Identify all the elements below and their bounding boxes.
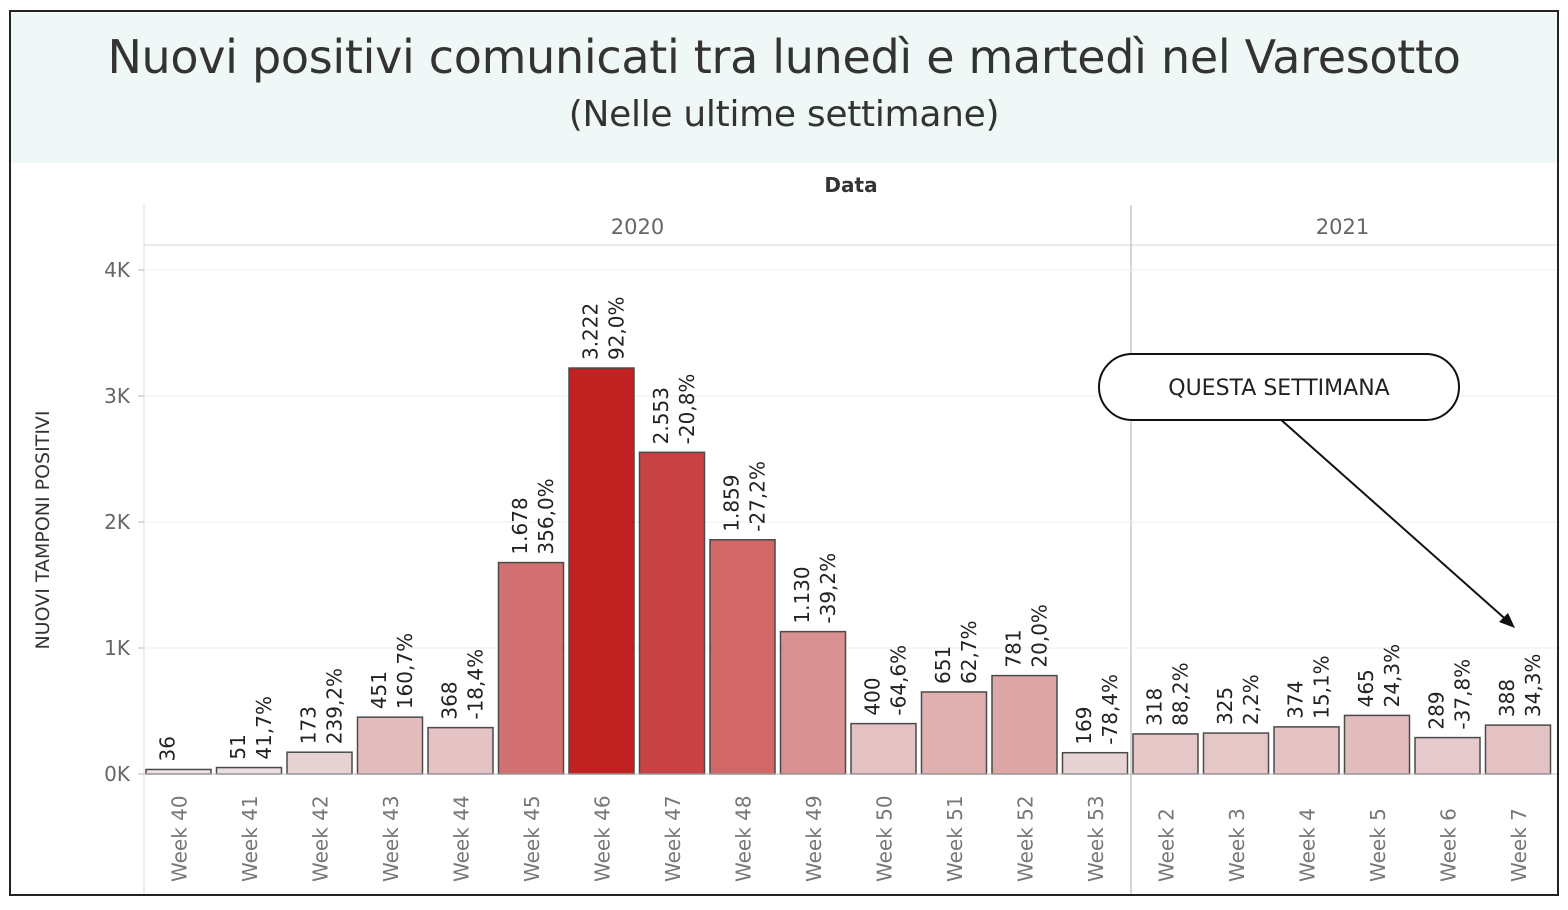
value-label: 2.553 bbox=[649, 387, 673, 444]
x-tick-label: Week 3 bbox=[1225, 808, 1249, 882]
change-label: 15,1% bbox=[1310, 655, 1334, 719]
y-tick-label: 3K bbox=[104, 384, 131, 408]
value-label: 51 bbox=[226, 734, 250, 759]
x-tick-label: Week 46 bbox=[591, 795, 615, 882]
value-label: 651 bbox=[931, 646, 955, 684]
value-label: 374 bbox=[1284, 681, 1308, 719]
x-tick-label: Week 47 bbox=[661, 795, 685, 882]
bar-week-46 bbox=[568, 367, 635, 775]
change-label: -18,4% bbox=[464, 649, 488, 720]
chart-title: Nuovi positivi comunicati tra lunedì e m… bbox=[107, 30, 1461, 84]
bar-chart: Data 2020 2021 0K 1K 2K 3K 4K NUOVI TAMPONI POSI… bbox=[32, 173, 1557, 894]
x-tick-label: Week 40 bbox=[168, 795, 192, 882]
change-label: 34,3% bbox=[1521, 654, 1545, 718]
y-tick-label: 1K bbox=[104, 636, 131, 660]
value-label: 451 bbox=[367, 671, 391, 709]
value-label: 318 bbox=[1143, 688, 1167, 726]
bar-week-45 bbox=[497, 561, 565, 775]
x-tick-label: Week 53 bbox=[1084, 795, 1108, 882]
bar-week-40 bbox=[145, 768, 212, 775]
bar-week-44 bbox=[427, 726, 494, 775]
change-label: -37,8% bbox=[1451, 659, 1475, 730]
year-header-2021: 2021 bbox=[1316, 215, 1369, 239]
y-tick-label: 2K bbox=[104, 510, 131, 534]
bar-week-3 bbox=[1202, 732, 1270, 775]
value-label: 1.859 bbox=[720, 475, 744, 532]
change-label: 62,7% bbox=[957, 620, 981, 684]
y-tick-label: 0K bbox=[104, 762, 131, 786]
chart-frame: Nuovi positivi comunicati tra lunedì e m… bbox=[9, 10, 1559, 896]
x-tick-label: Week 7 bbox=[1507, 808, 1531, 882]
change-label: 160,7% bbox=[393, 633, 417, 709]
value-label: 1.130 bbox=[790, 566, 814, 623]
value-label: 400 bbox=[861, 677, 885, 715]
bar-week-6 bbox=[1414, 736, 1481, 775]
value-label: 465 bbox=[1354, 669, 1378, 707]
bar-week-50 bbox=[850, 722, 917, 775]
value-label: 173 bbox=[297, 706, 321, 744]
x-tick-label: Week 48 bbox=[732, 795, 756, 882]
bar-week-47 bbox=[638, 451, 706, 775]
value-label: 325 bbox=[1213, 687, 1237, 725]
value-label: 1.678 bbox=[508, 497, 532, 554]
x-tick-label: Week 44 bbox=[450, 795, 474, 882]
bar-week-51 bbox=[920, 691, 988, 775]
bar-week-49 bbox=[779, 630, 847, 775]
x-tick-label: Week 2 bbox=[1155, 808, 1179, 882]
change-label: 2,2% bbox=[1239, 674, 1263, 725]
annotation-arrow-line bbox=[1278, 417, 1512, 625]
x-tick-label: Week 51 bbox=[943, 795, 967, 882]
x-tick-label: Week 42 bbox=[309, 795, 333, 882]
x-tick-label: Week 49 bbox=[802, 795, 826, 882]
bar-week-53 bbox=[1061, 751, 1129, 775]
change-label: 41,7% bbox=[252, 696, 276, 760]
bar-week-43 bbox=[356, 716, 424, 775]
bar-week-41 bbox=[215, 766, 283, 775]
y-axis-title: NUOVI TAMPONI POSITIVI bbox=[32, 410, 54, 649]
change-label: 24,3% bbox=[1380, 644, 1404, 708]
bar-week-5 bbox=[1343, 714, 1411, 775]
value-label: 3.222 bbox=[579, 303, 603, 360]
value-label: 169 bbox=[1072, 707, 1096, 745]
x-tick-label: Week 45 bbox=[520, 795, 544, 882]
chart-subtitle: (Nelle ultime settimane) bbox=[568, 94, 1000, 135]
change-label: -64,6% bbox=[887, 645, 911, 716]
annotation-arrowhead bbox=[1499, 613, 1515, 628]
x-tick-label: Week 50 bbox=[873, 795, 897, 882]
change-label: -78,4% bbox=[1098, 674, 1122, 745]
change-label: 20,0% bbox=[1028, 604, 1052, 668]
bar-week-48 bbox=[709, 539, 776, 775]
bar-week-7 bbox=[1484, 724, 1552, 775]
change-label: 239,2% bbox=[323, 668, 347, 744]
bar-week-52 bbox=[991, 674, 1058, 775]
chart-header: Nuovi positivi comunicati tra lunedì e m… bbox=[11, 12, 1557, 163]
x-tick-label: Week 41 bbox=[238, 795, 262, 882]
y-tick-label: 4K bbox=[104, 258, 131, 282]
change-label: -20,8% bbox=[675, 374, 699, 445]
column-header: Data bbox=[824, 173, 877, 197]
x-tick-label: Week 5 bbox=[1366, 808, 1390, 882]
value-label: 289 bbox=[1425, 691, 1449, 729]
x-tick-label: Week 43 bbox=[379, 795, 403, 882]
change-label: -27,2% bbox=[746, 461, 770, 532]
x-tick-label: Week 52 bbox=[1014, 795, 1038, 882]
change-label: 356,0% bbox=[534, 478, 558, 554]
value-label: 781 bbox=[1002, 629, 1026, 667]
year-header-2020: 2020 bbox=[611, 215, 664, 239]
change-label: 88,2% bbox=[1169, 662, 1193, 726]
change-label: -39,2% bbox=[816, 553, 840, 624]
x-tick-label: Week 4 bbox=[1296, 808, 1320, 882]
value-label: 388 bbox=[1495, 679, 1519, 717]
annotation-box bbox=[1098, 353, 1460, 421]
value-label: 36 bbox=[156, 736, 180, 761]
annotation-text: QUESTA SETTIMANA bbox=[1168, 376, 1389, 401]
bar-week-42 bbox=[286, 751, 353, 775]
bar-week-4 bbox=[1273, 726, 1340, 775]
value-label: 368 bbox=[438, 681, 462, 719]
x-tick-label: Week 6 bbox=[1437, 808, 1461, 882]
change-label: 92,0% bbox=[605, 296, 629, 360]
bar-week-2 bbox=[1132, 733, 1199, 775]
